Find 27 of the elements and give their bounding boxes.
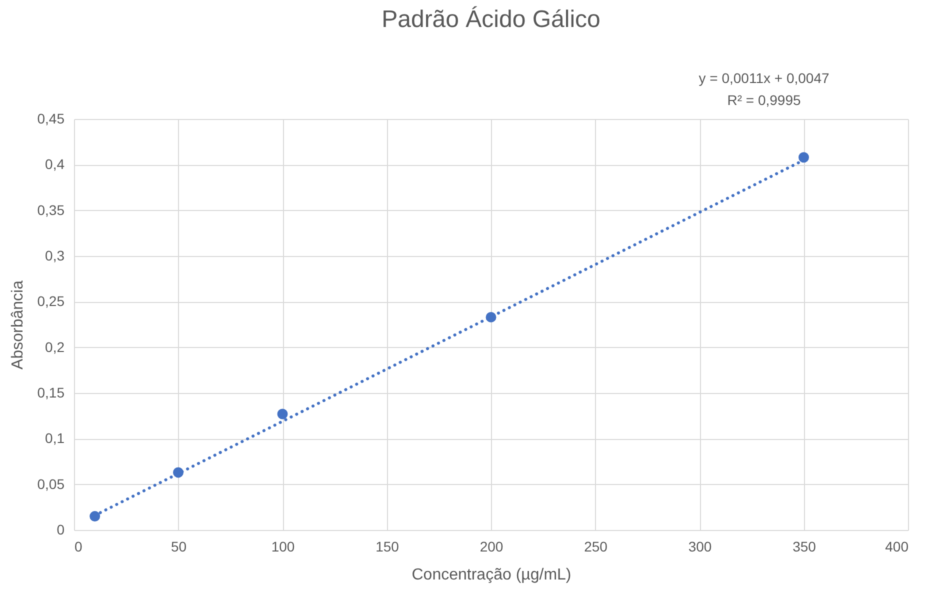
y-tick-label: 0,45: [37, 110, 65, 126]
y-tick-label: 0,15: [37, 384, 65, 400]
chart-title: Padrão Ácido Gálico: [382, 6, 600, 33]
x-tick-label: 150: [376, 538, 400, 554]
y-tick-label: 0,35: [37, 202, 65, 218]
y-tick-label: 0,2: [45, 338, 65, 355]
x-tick-label: 400: [885, 538, 909, 554]
point: [798, 152, 809, 163]
x-tick-label: 300: [688, 538, 712, 554]
x-tick-label: 250: [584, 538, 608, 554]
y-axis-title: Absorbância: [9, 280, 26, 370]
point: [277, 408, 288, 420]
x-tick-label: 100: [271, 538, 295, 554]
y-tick-label: 0,3: [45, 248, 65, 264]
point: [90, 511, 100, 522]
x-tick-label: 350: [792, 538, 816, 554]
y-tick-label: 0,1: [45, 430, 65, 446]
x-axis-title: Concentração (µg/mL): [412, 566, 572, 584]
y-tick-label: 0,05: [37, 476, 65, 492]
y-tick-label: 0,4: [45, 156, 65, 172]
x-tick-label: 50: [170, 538, 187, 554]
x-tick-label: 0: [74, 538, 82, 554]
text: y = 0,0011x + 0,0047: [698, 70, 830, 86]
y-tick-label: 0,25: [37, 293, 65, 310]
x-tick-label: 200: [480, 538, 504, 554]
y-tick-label: 0: [56, 522, 65, 538]
text: R² = 0,9995: [727, 92, 801, 108]
